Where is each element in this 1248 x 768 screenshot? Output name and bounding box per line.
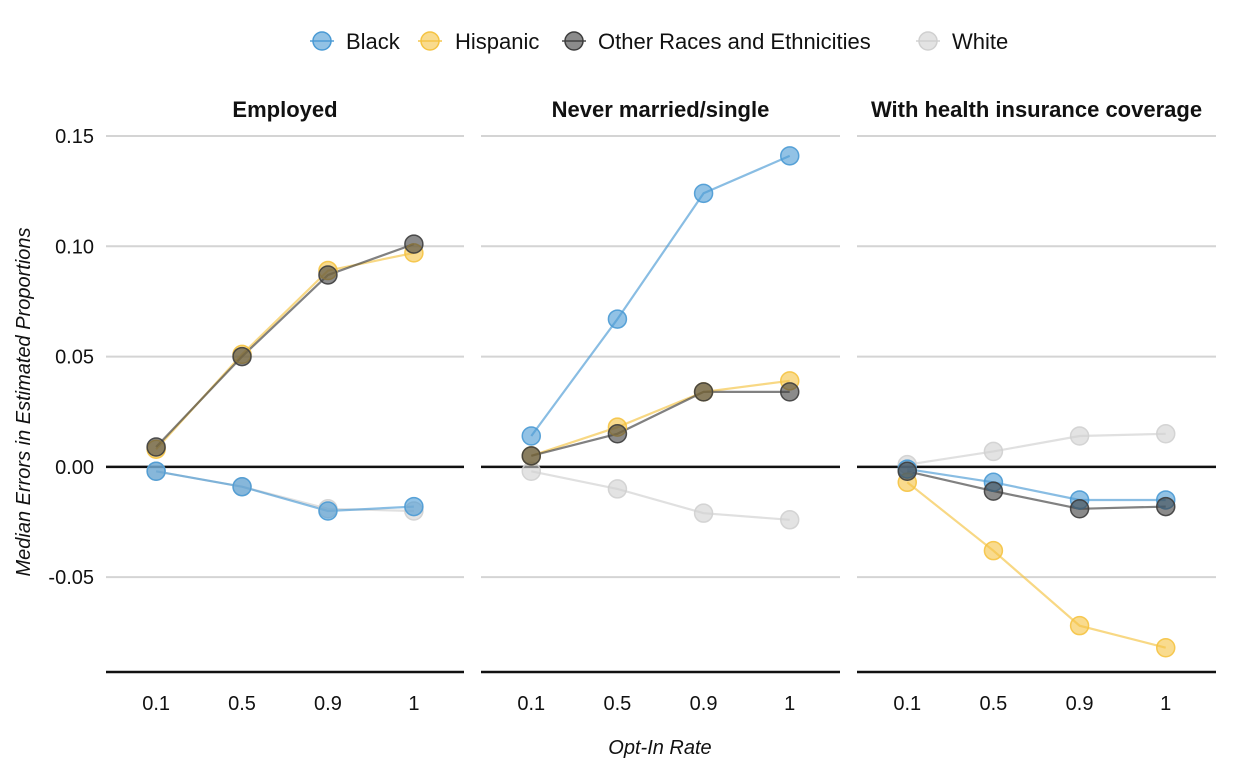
legend-key-other-races-and-ethnicities bbox=[564, 31, 584, 51]
data-point-hispanic-with-health-insurance-coverage bbox=[983, 540, 1004, 561]
series-line-hispanic-with-health-insurance-coverage bbox=[906, 481, 1166, 649]
x-tick-label: 0.9 bbox=[1066, 693, 1094, 715]
legend-label-black: Black bbox=[346, 29, 401, 54]
data-point-white-never-married-single bbox=[607, 479, 628, 499]
data-point-black-never-married-single bbox=[693, 183, 714, 204]
x-tick-label: 1 bbox=[784, 693, 795, 715]
data-point-white-with-health-insurance-coverage bbox=[1069, 426, 1090, 446]
data-point-other-races-and-ethnicities-with-health-insurance-coverage bbox=[983, 481, 1004, 501]
legend-key-black bbox=[312, 31, 332, 51]
x-tick-label: 0.9 bbox=[690, 693, 718, 715]
legend-label-white: White bbox=[952, 29, 1008, 54]
y-axis-title: Median Errors in Estimated Proportions bbox=[13, 227, 35, 576]
data-point-black-employed bbox=[232, 476, 252, 497]
series-line-hispanic-employed bbox=[155, 251, 415, 450]
x-tick-label: 0.9 bbox=[314, 693, 342, 715]
x-tick-label: 1 bbox=[1160, 693, 1171, 715]
series-line-hispanic-never-married-single bbox=[530, 379, 790, 457]
x-tick-label: 0.1 bbox=[142, 693, 170, 715]
legend-label-other-races-and-ethnicities: Other Races and Ethnicities bbox=[598, 29, 871, 54]
data-point-other-races-and-ethnicities-never-married-single bbox=[779, 382, 800, 402]
panel-title-never-married-single: Never married/single bbox=[552, 97, 770, 122]
data-point-other-races-and-ethnicities-with-health-insurance-coverage bbox=[1155, 496, 1176, 517]
data-point-black-never-married-single bbox=[521, 426, 542, 446]
y-tick-label: -0.05 bbox=[48, 567, 94, 589]
data-point-other-races-and-ethnicities-never-married-single bbox=[693, 382, 714, 402]
data-point-black-employed bbox=[318, 501, 338, 521]
data-point-black-never-married-single bbox=[607, 309, 628, 329]
series-line-black-with-health-insurance-coverage bbox=[907, 468, 1166, 502]
x-tick-label: 0.5 bbox=[980, 693, 1008, 715]
x-axis-title: Opt-In Rate bbox=[608, 737, 711, 759]
x-tick-label: 1 bbox=[408, 693, 419, 715]
data-point-white-never-married-single bbox=[779, 510, 800, 530]
data-point-other-races-and-ethnicities-with-health-insurance-coverage bbox=[897, 461, 918, 482]
data-point-black-employed bbox=[404, 496, 424, 517]
panel-title-with-health-insurance-coverage: With health insurance coverage bbox=[871, 97, 1202, 122]
series-line-white-never-married-single bbox=[531, 470, 790, 521]
x-tick-label: 0.5 bbox=[604, 693, 632, 715]
legend-label-hispanic: Hispanic bbox=[455, 29, 539, 54]
data-point-other-races-and-ethnicities-never-married-single bbox=[521, 446, 542, 466]
data-point-other-races-and-ethnicities-with-health-insurance-coverage bbox=[1069, 499, 1090, 519]
series-line-other-races-and-ethnicities-employed bbox=[155, 243, 415, 448]
x-tick-label: 0.1 bbox=[893, 693, 921, 715]
data-point-other-races-and-ethnicities-employed bbox=[146, 437, 166, 457]
series-line-white-with-health-insurance-coverage bbox=[907, 432, 1166, 466]
data-point-other-races-and-ethnicities-employed bbox=[232, 346, 252, 367]
data-point-other-races-and-ethnicities-employed bbox=[404, 234, 424, 254]
data-point-other-races-and-ethnicities-never-married-single bbox=[607, 424, 628, 444]
series-line-black-never-married-single bbox=[530, 154, 791, 437]
data-point-other-races-and-ethnicities-employed bbox=[318, 265, 338, 285]
x-tick-label: 0.1 bbox=[517, 693, 545, 715]
x-tick-label: 0.5 bbox=[228, 693, 256, 715]
series-line-other-races-and-ethnicities-with-health-insurance-coverage bbox=[907, 470, 1166, 510]
legend-key-hispanic bbox=[420, 31, 440, 51]
series-line-black-employed bbox=[155, 470, 414, 513]
y-tick-label: 0.05 bbox=[55, 347, 94, 369]
data-point-white-never-married-single bbox=[693, 503, 714, 523]
series-line-other-races-and-ethnicities-never-married-single bbox=[531, 390, 790, 457]
data-point-white-with-health-insurance-coverage bbox=[1155, 424, 1176, 444]
y-tick-label: 0.10 bbox=[55, 236, 94, 258]
data-point-white-with-health-insurance-coverage bbox=[983, 441, 1004, 462]
data-point-black-employed bbox=[146, 461, 166, 482]
data-point-hispanic-with-health-insurance-coverage bbox=[1069, 615, 1090, 636]
data-point-black-never-married-single bbox=[779, 146, 800, 166]
legend-key-white bbox=[918, 31, 938, 51]
data-point-hispanic-with-health-insurance-coverage bbox=[1155, 637, 1176, 658]
y-tick-label: 0.15 bbox=[55, 126, 94, 148]
y-tick-label: 0.00 bbox=[55, 457, 94, 479]
panel-title-employed: Employed bbox=[232, 97, 337, 122]
